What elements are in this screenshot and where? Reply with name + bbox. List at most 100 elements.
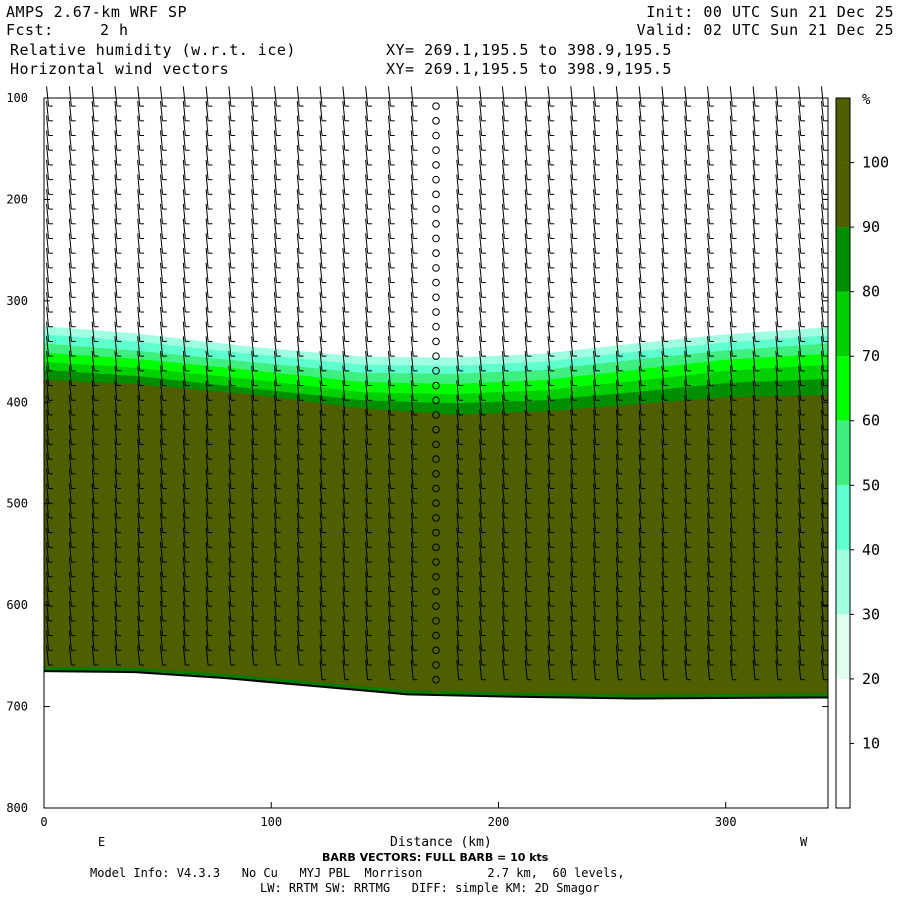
wind-barb-shaft (205, 130, 209, 151)
wind-barb-shaft (593, 395, 597, 416)
wind-barb-shaft (524, 174, 528, 195)
calm-wind-circle (432, 484, 440, 493)
wind-barb-shaft (205, 115, 209, 136)
calm-wind-circle (432, 161, 440, 169)
wind-barb-shaft (456, 630, 460, 651)
wind-barb-shaft (501, 395, 505, 416)
wind-barb-shaft (365, 630, 369, 651)
terrain-line (43, 670, 829, 700)
wind-barb-shaft (570, 409, 574, 430)
wind-barb-shaft (319, 659, 323, 680)
wind-barb-shaft (91, 453, 95, 474)
wind-barb-shaft (547, 115, 551, 136)
wind-barb-shaft (775, 145, 779, 165)
wind-barb-shaft (114, 130, 118, 151)
wind-barb-shaft (137, 203, 141, 224)
wind-barb-shaft (182, 395, 186, 416)
wind-barb-shaft (342, 615, 346, 636)
wind-barb-shaft (387, 350, 391, 371)
wind-barb-shaft (410, 512, 414, 533)
wind-barb-shaft (661, 203, 665, 224)
wind-barb-shaft (137, 306, 141, 327)
wind-barb-shaft (570, 439, 574, 460)
wind-barb-shaft (547, 350, 551, 371)
colorbar-label: 60 (862, 412, 880, 430)
wind-barb-shaft (182, 189, 186, 210)
wind-barb-shaft (661, 218, 665, 239)
wind-barb-shaft (46, 586, 50, 607)
wind-barb-shaft (137, 86, 141, 107)
wind-barb-shaft (387, 571, 391, 592)
calm-wind-circle (432, 117, 440, 125)
wind-barb-shaft (524, 292, 528, 313)
wind-barb-shaft (296, 306, 300, 327)
wind-barb-shaft (752, 439, 756, 460)
wind-barb-shaft (661, 321, 665, 342)
wind-barb-shaft (296, 218, 300, 239)
wind-barb-shaft (296, 174, 300, 195)
wind-barb-shaft (365, 159, 369, 180)
x-tick-label: 100 (260, 815, 282, 829)
wind-barb-shaft (251, 586, 255, 607)
colorbar-label: 30 (862, 605, 880, 623)
wind-barb-shaft (365, 468, 369, 489)
wind-barb-shaft (91, 365, 95, 386)
wind-barb-shaft (501, 189, 505, 210)
wind-barb-shaft (182, 615, 186, 636)
wind-barb-shaft (707, 336, 710, 357)
wind-barb-shaft (615, 498, 619, 518)
wind-barb-shaft (524, 498, 528, 518)
wind-barb-shaft (46, 262, 50, 283)
wind-barb-shaft (365, 542, 369, 563)
wind-barb-shaft (46, 380, 50, 401)
wind-barb-shaft (479, 292, 483, 313)
wind-barb-shaft (547, 145, 551, 165)
wind-barb-shaft (160, 145, 163, 165)
wind-barb-shaft (684, 365, 688, 386)
wind-barb-shaft (46, 542, 50, 563)
colorbar-label: 40 (862, 541, 880, 559)
colorbar-label: 50 (862, 476, 880, 494)
wind-barb-shaft (798, 189, 802, 210)
wind-barb-shaft (296, 248, 300, 268)
wind-barb-shaft (205, 380, 209, 401)
wind-barb-shaft (570, 498, 574, 518)
wind-barb-shaft (137, 439, 141, 460)
wind-barb-shaft (456, 130, 460, 151)
wind-barb-shaft (319, 424, 323, 445)
calm-wind-circle (432, 278, 440, 287)
wind-barb-shaft (661, 512, 665, 533)
wind-barb-shaft (137, 645, 141, 666)
wind-barb-shaft (798, 601, 802, 621)
x-end-label-west: W (800, 835, 808, 849)
wind-barb-shaft (593, 189, 597, 210)
wind-barb-shaft (114, 218, 118, 239)
colorbar-swatch (836, 227, 850, 292)
wind-barb-shaft (410, 498, 414, 518)
wind-barb-shaft (68, 542, 72, 563)
wind-barb-shaft (46, 615, 50, 636)
wind-barb-shaft (615, 468, 619, 489)
wind-barb-shaft (182, 556, 186, 577)
wind-barb-shaft (68, 233, 72, 254)
wind-barb-shaft (798, 498, 802, 518)
wind-barb-shaft (820, 321, 824, 342)
calm-wind-circle (432, 661, 440, 669)
wind-barb-shaft (365, 659, 369, 680)
wind-barb-shaft (501, 86, 505, 107)
wind-barb-shaft (342, 571, 346, 592)
wind-barb-shaft (820, 409, 824, 430)
wind-barb-shaft (707, 659, 710, 680)
calm-wind-circle (432, 411, 440, 419)
wind-barb-shaft (547, 203, 551, 224)
wind-barb-shaft (570, 468, 574, 489)
wind-barb-shaft (615, 542, 619, 563)
wind-barb-shaft (46, 86, 50, 107)
wind-barb-shaft (615, 645, 619, 666)
wind-barb-shaft (501, 365, 505, 386)
wind-barb-shaft (820, 336, 824, 357)
wind-barb-shaft (410, 409, 414, 430)
wind-barb-shaft (775, 86, 779, 107)
wind-barb-shaft (46, 174, 50, 195)
wind-barb-shaft (570, 380, 574, 401)
